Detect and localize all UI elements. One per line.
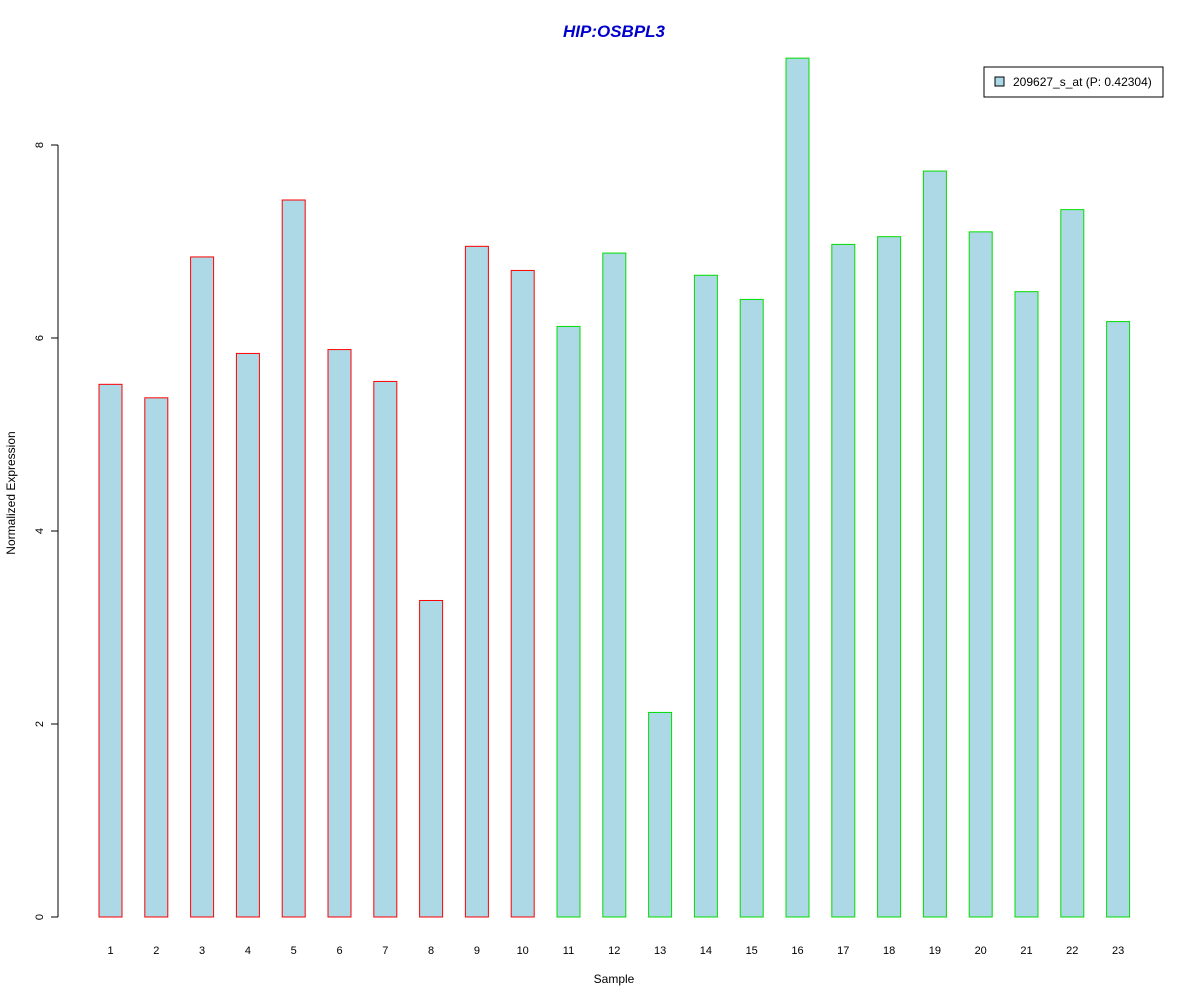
- y-tick-label: 0: [34, 914, 46, 920]
- x-tick-label: 7: [382, 945, 388, 957]
- bar-sample-9: [464, 245, 489, 918]
- x-tick-label: 16: [791, 945, 803, 957]
- bar-sample-17: [831, 243, 856, 918]
- y-tick-label: 8: [34, 142, 46, 148]
- legend-box: [983, 66, 1164, 98]
- x-tick-label: 8: [428, 945, 434, 957]
- bar-sample-12: [602, 252, 627, 918]
- y-tick-label: 4: [34, 528, 46, 534]
- x-tick-label: 13: [654, 945, 666, 957]
- bar-sample-16: [785, 57, 810, 918]
- bar-sample-20: [968, 231, 993, 918]
- bar-sample-6: [327, 349, 352, 918]
- y-axis: 0 2 4 6 8: [34, 142, 59, 920]
- bar-sample-1: [98, 383, 123, 918]
- bar-sample-22: [1060, 209, 1085, 918]
- bar-sample-19: [922, 170, 947, 918]
- x-tick-label: 17: [837, 945, 849, 957]
- y-axis-label: Normalized Expression: [4, 431, 18, 554]
- x-tick-label: 2: [153, 945, 159, 957]
- x-tick-label: 23: [1112, 945, 1124, 957]
- bar-sample-7: [373, 380, 398, 918]
- x-tick-label: 20: [975, 945, 987, 957]
- bar-sample-5: [281, 199, 306, 918]
- x-tick-labels: 1 2 3 4 5 6 7 8 9 10 11 12 13 14 15 16 17 18 19 20 21 22 23: [107, 945, 1124, 957]
- bar-sample-13: [648, 711, 673, 918]
- bar-sample-15: [739, 298, 764, 918]
- x-tick-label: 22: [1066, 945, 1078, 957]
- bar-sample-3: [190, 256, 215, 918]
- x-tick-label: 9: [474, 945, 480, 957]
- legend-label: 209627_s_at (P: 0.42304): [1013, 75, 1152, 89]
- x-tick-label: 6: [336, 945, 342, 957]
- bar-sample-21: [1014, 291, 1039, 918]
- x-tick-label: 19: [929, 945, 941, 957]
- bar-sample-10: [510, 269, 535, 918]
- bar-sample-23: [1106, 321, 1131, 918]
- x-tick-label: 10: [517, 945, 529, 957]
- x-tick-label: 12: [608, 945, 620, 957]
- bar-sample-4: [235, 352, 260, 918]
- legend-swatch: [994, 76, 1005, 87]
- bar-sample-18: [877, 236, 902, 918]
- x-tick-label: 3: [199, 945, 205, 957]
- x-tick-label: 15: [746, 945, 758, 957]
- legend: 209627_s_at (P: 0.42304): [983, 66, 1164, 98]
- bars: [98, 57, 1131, 918]
- x-tick-label: 1: [107, 945, 113, 957]
- x-tick-label: 11: [563, 945, 574, 957]
- x-tick-label: 18: [883, 945, 895, 957]
- x-tick-label: 14: [700, 945, 712, 957]
- bar-sample-2: [144, 397, 169, 918]
- y-tick-label: 6: [34, 335, 46, 341]
- x-tick-label: 5: [291, 945, 297, 957]
- chart-title: HIP:OSBPL3: [563, 22, 666, 41]
- bar-sample-11: [556, 325, 581, 918]
- x-tick-label: 21: [1020, 945, 1032, 957]
- x-tick-label: 4: [245, 945, 251, 957]
- y-tick-label: 2: [34, 721, 46, 727]
- bar-sample-14: [693, 274, 718, 918]
- bar-sample-8: [419, 599, 444, 918]
- x-axis-label: Sample: [594, 972, 635, 986]
